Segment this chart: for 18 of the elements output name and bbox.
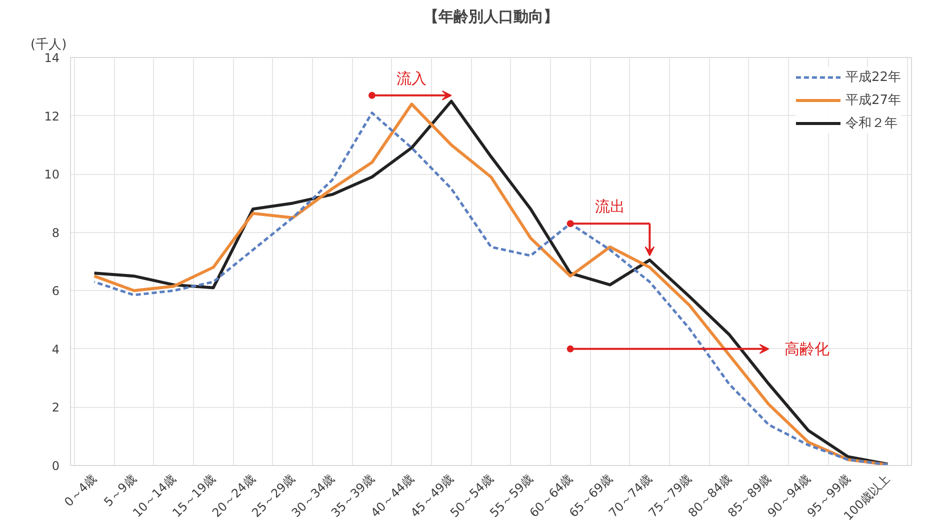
y-axis-title: (千人)	[30, 38, 67, 52]
y-tick-label: 0	[52, 459, 60, 473]
y-tick-label: 10	[44, 168, 60, 182]
y-tick-label: 2	[52, 400, 60, 415]
y-tick-label: 6	[52, 284, 60, 298]
annotation: 流出	[595, 198, 626, 216]
chart-title: 【年齢別人口動向】	[424, 8, 558, 26]
legend-label: 平成27年	[845, 92, 901, 109]
x-tick-label: 0～4歳	[62, 472, 100, 510]
annotation: 流入	[396, 69, 427, 88]
legend-label: 令和２年	[845, 115, 898, 132]
y-tick-label: 14	[44, 51, 60, 65]
y-tick-label: 12	[44, 109, 60, 124]
legend-label: 平成22年	[845, 69, 901, 86]
x-tick-label: 5～9歳	[101, 472, 139, 510]
y-tick-label: 4	[52, 342, 60, 356]
annotation: 高齢化	[784, 340, 830, 358]
y-tick-label: 8	[52, 226, 60, 240]
